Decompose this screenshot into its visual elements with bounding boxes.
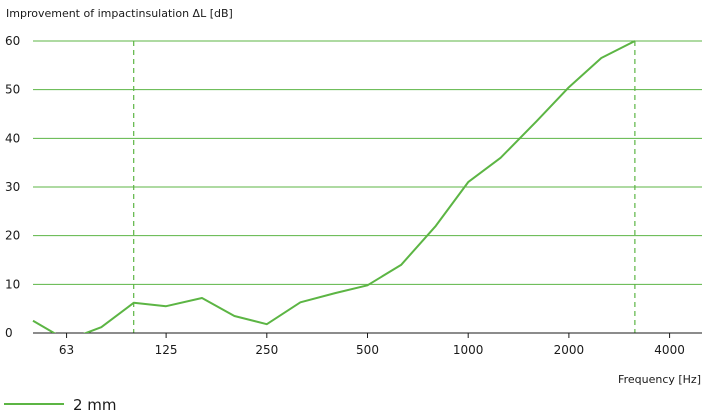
y-tick-label-10: 10 [5, 277, 20, 291]
y-axis-title: Improvement of impactinsulation ΔL [dB] [6, 7, 233, 20]
x-axis [33, 332, 702, 338]
y-tick-label-0: 0 [5, 326, 13, 340]
y-tick-label-30: 30 [5, 180, 20, 194]
series-lines [32, 40, 636, 333]
x-tick-label-2000: 2000 [554, 343, 585, 357]
x-tick-label-250: 250 [255, 343, 278, 357]
x-axis-title: Frequency [Hz] [618, 373, 701, 386]
y-tick-labels: 0 10 20 30 40 50 60 [5, 34, 20, 340]
reference-lines [133, 41, 636, 333]
x-tick-label-125: 125 [155, 343, 178, 357]
y-tick-label-60: 60 [5, 34, 20, 48]
legend: 2 mm [4, 396, 117, 414]
y-tick-label-50: 50 [5, 83, 20, 97]
y-tick-label-40: 40 [5, 131, 20, 145]
x-tick-label-500: 500 [356, 343, 379, 357]
y-tick-label-20: 20 [5, 229, 20, 243]
series-line-0 [32, 40, 636, 333]
x-tick-label-4000: 4000 [654, 343, 685, 357]
x-tick-label-1000: 1000 [453, 343, 484, 357]
x-tick-labels: 63 125 250 500 1000 2000 4000 [59, 343, 685, 357]
x-tick-label-63: 63 [59, 343, 74, 357]
grid-lines [33, 40, 702, 285]
legend-label: 2 mm [73, 396, 117, 414]
